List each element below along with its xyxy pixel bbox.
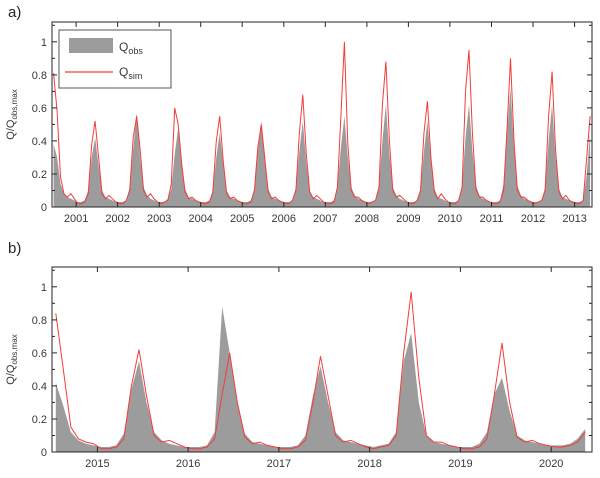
panel-a-letter: a): [8, 4, 22, 21]
x-tick-label: 2019: [448, 458, 472, 470]
y-tick-label: 0.6: [32, 103, 47, 115]
x-tick-label: 2013: [562, 213, 586, 225]
y-tick-label: 1: [41, 37, 47, 49]
x-tick-label: 2006: [272, 213, 296, 225]
sim-line: [55, 291, 586, 450]
y-tick-label: 0.4: [32, 136, 47, 148]
y-tick-label: 1: [41, 282, 47, 294]
x-tick-label: 2010: [438, 213, 462, 225]
x-tick-label: 2012: [521, 213, 545, 225]
y-tick-label: 0.6: [32, 348, 47, 360]
x-tick-label: 2016: [176, 458, 200, 470]
y-tick-label: 0.2: [32, 414, 47, 426]
x-tick-label: 2015: [85, 458, 109, 470]
axes-box: [51, 21, 593, 208]
panel-a-plot: 0 0.2 0.4 0.6 0.8 1 2001 2002 2003 2004 2005 2006 20…: [5, 21, 593, 225]
x-tick-label: 2011: [480, 213, 504, 225]
y-tick-label: 0.2: [32, 169, 47, 181]
y-tick-label: 0.8: [32, 315, 47, 327]
x-tick-label: 2001: [64, 213, 88, 225]
legend-obs-label: Qobs: [119, 40, 143, 56]
panel-b-letter: b): [8, 240, 22, 257]
x-tick-label: 2009: [396, 213, 420, 225]
x-tick-label: 2017: [267, 458, 291, 470]
axes-box: [51, 266, 593, 453]
obs-area: [53, 88, 591, 207]
obs-area: [55, 306, 586, 452]
x-tick-label: 2004: [188, 213, 212, 225]
y-tick-label: 0: [41, 202, 47, 214]
x-tick-label: 2020: [539, 458, 563, 470]
y-tick-label: 0: [41, 447, 47, 459]
x-tick-label: 2018: [357, 458, 381, 470]
x-tick-label: 2002: [105, 213, 129, 225]
sim-line: [53, 41, 591, 205]
x-tick-label: 2003: [147, 213, 171, 225]
x-tick-label: 2005: [230, 213, 254, 225]
legend-sim-label: Qsim: [119, 65, 142, 81]
legend-obs-swatch: [69, 38, 113, 53]
panel-b-plot: 0 0.2 0.4 0.6 0.8 1 2015 2016 2017 2018 2019 2020 Q/…: [5, 266, 593, 470]
y-axis-label: Q/Qobs,max: [5, 334, 19, 384]
y-tick-label: 0.4: [32, 381, 47, 393]
y-tick-label: 0.8: [32, 70, 47, 82]
x-tick-label: 2008: [355, 213, 379, 225]
y-axis-label: Q/Qobs,max: [5, 89, 19, 139]
x-tick-label: 2007: [313, 213, 337, 225]
